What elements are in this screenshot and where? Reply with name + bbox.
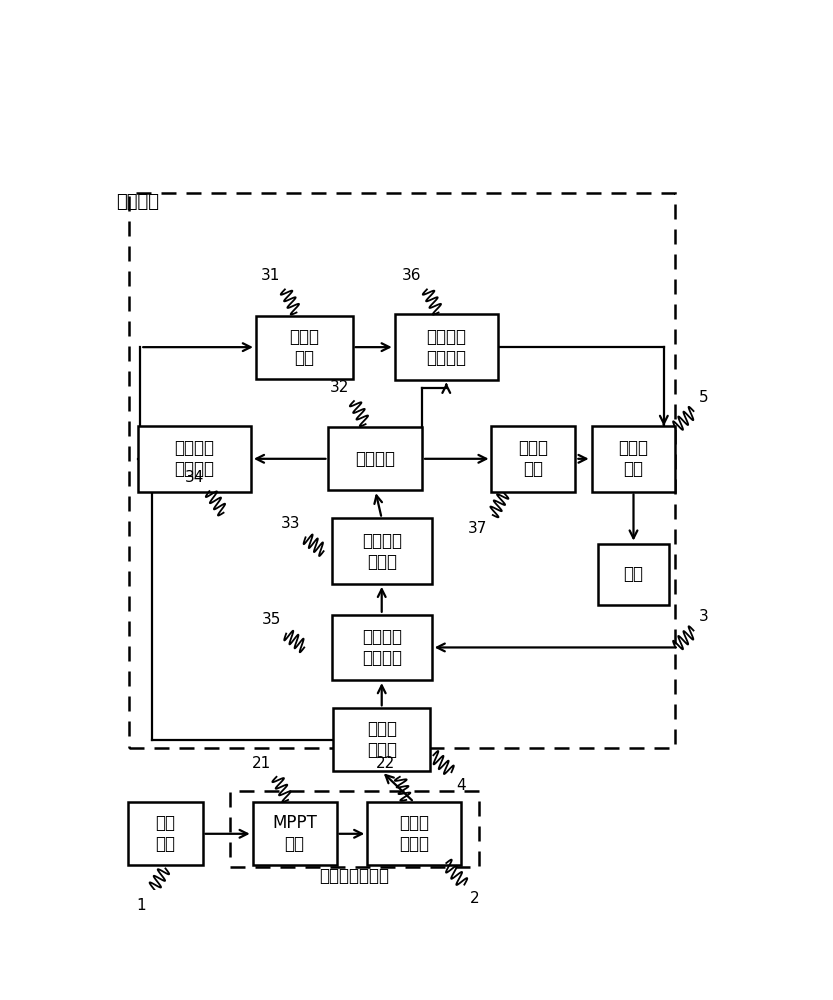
- Text: 33: 33: [281, 516, 301, 531]
- Text: 3: 3: [699, 609, 708, 624]
- Bar: [491, 426, 576, 492]
- Text: 负载: 负载: [623, 565, 644, 583]
- Text: 2: 2: [470, 891, 479, 906]
- Bar: [256, 316, 352, 379]
- Text: 37: 37: [468, 521, 487, 536]
- Text: 光伏
电池: 光伏 电池: [156, 814, 176, 853]
- Bar: [128, 193, 676, 748]
- Text: 可充电
电池: 可充电 电池: [289, 328, 319, 367]
- Bar: [230, 791, 478, 867]
- Text: 21: 21: [252, 756, 272, 771]
- Bar: [367, 802, 461, 865]
- Text: MPPT
单元: MPPT 单元: [272, 814, 317, 853]
- Text: 第二输出
检测单元: 第二输出 检测单元: [362, 628, 402, 667]
- Text: 光能采集控制器: 光能采集控制器: [319, 867, 389, 885]
- Text: 储能模块: 储能模块: [116, 193, 159, 211]
- Bar: [138, 426, 251, 492]
- Text: 1: 1: [137, 898, 146, 913]
- Bar: [332, 518, 431, 584]
- Text: 22: 22: [376, 756, 395, 771]
- Bar: [333, 708, 430, 771]
- Text: 36: 36: [402, 268, 421, 283]
- Text: 第三输出
检测单元: 第三输出 检测单元: [426, 328, 466, 367]
- Text: 31: 31: [261, 268, 280, 283]
- Text: 充电保
护电路: 充电保 护电路: [367, 720, 397, 759]
- Bar: [332, 615, 431, 680]
- Bar: [128, 802, 202, 865]
- Bar: [252, 802, 337, 865]
- Bar: [598, 544, 669, 605]
- Bar: [395, 314, 498, 380]
- Text: 升压控
制单元: 升压控 制单元: [399, 814, 429, 853]
- Text: 5: 5: [699, 390, 708, 405]
- Text: 超级电容: 超级电容: [355, 450, 396, 468]
- Text: 34: 34: [185, 470, 204, 485]
- Text: 第一输出
检测单元: 第一输出 检测单元: [174, 439, 215, 478]
- Text: 防反冲
电路: 防反冲 电路: [518, 439, 548, 478]
- Text: 稳压控
制器: 稳压控 制器: [618, 439, 649, 478]
- Text: 超级电容
充电器: 超级电容 充电器: [362, 532, 402, 571]
- Bar: [328, 427, 422, 490]
- Text: 32: 32: [329, 380, 349, 395]
- Text: 35: 35: [262, 612, 281, 627]
- Text: 4: 4: [456, 778, 466, 793]
- Bar: [591, 426, 676, 492]
